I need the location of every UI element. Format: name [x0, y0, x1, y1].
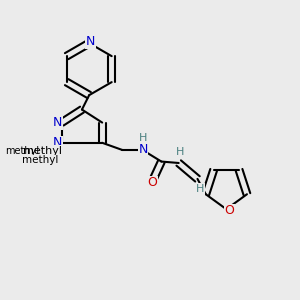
Text: N: N: [139, 143, 148, 157]
Text: H: H: [176, 147, 184, 157]
Text: methyl: methyl: [23, 146, 62, 156]
Text: methyl: methyl: [22, 155, 58, 165]
Text: N: N: [53, 116, 62, 129]
Text: O: O: [147, 176, 157, 189]
Text: N: N: [53, 136, 62, 149]
Text: H: H: [139, 134, 148, 143]
Text: H: H: [196, 184, 205, 194]
Text: O: O: [224, 204, 234, 217]
Text: methyl: methyl: [38, 140, 86, 154]
Text: methyl: methyl: [5, 146, 39, 156]
Text: N: N: [86, 35, 95, 48]
